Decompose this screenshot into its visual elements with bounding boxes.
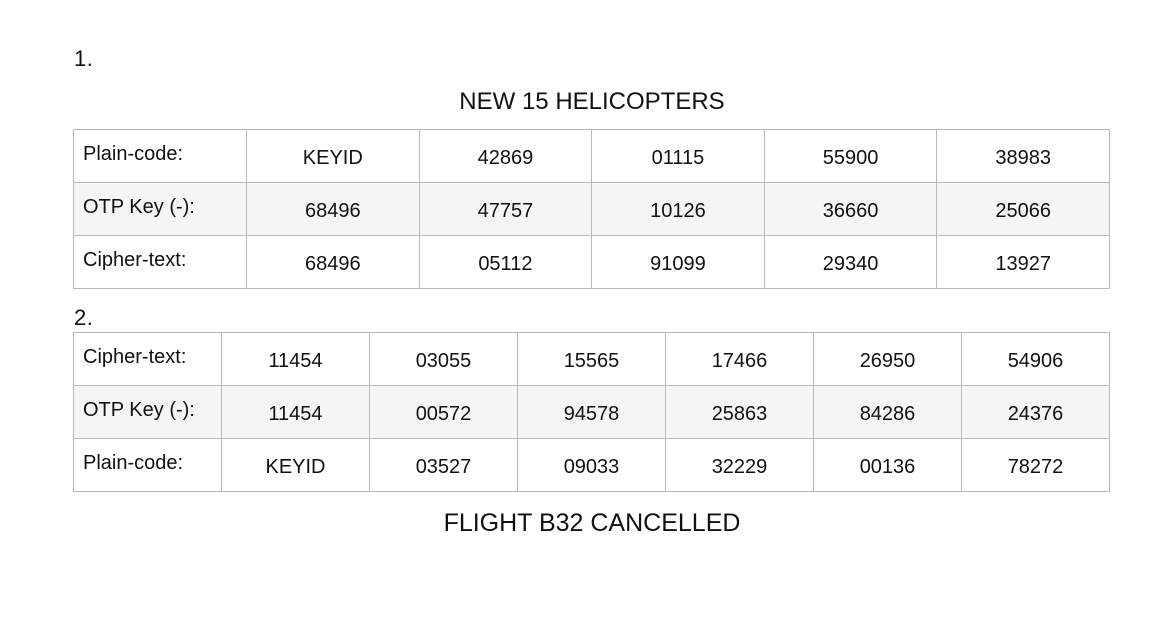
table-cell: 78272 (961, 438, 1110, 492)
table-cell: 10126 (591, 182, 765, 236)
table-cell: 94578 (517, 385, 666, 439)
table-cell: 17466 (665, 332, 814, 386)
table-cell: 32229 (665, 438, 814, 492)
table-row: Plain-code: KEYID 42869 01115 55900 3898… (73, 129, 1110, 183)
table-cell: 25066 (936, 182, 1110, 236)
table-row: Plain-code: KEYID 03527 09033 32229 0013… (73, 438, 1110, 492)
table-cell: 68496 (246, 182, 420, 236)
table-cell: 15565 (517, 332, 666, 386)
table-cell: 11454 (221, 332, 370, 386)
table-cell: 26950 (813, 332, 962, 386)
table-cell: 03527 (369, 438, 518, 492)
row-label: OTP Key (-): (73, 385, 222, 439)
row-label: OTP Key (-): (73, 182, 247, 236)
table-cell: 68496 (246, 235, 420, 289)
table-cell: 36660 (763, 182, 938, 236)
table-cell: 55900 (763, 129, 938, 183)
table-cell: 42869 (418, 129, 593, 183)
section-2-number: 2. (74, 305, 94, 330)
section-1-number: 1. (74, 46, 94, 71)
table-cell: 01115 (591, 129, 765, 183)
table-row: OTP Key (-): 68496 47757 10126 36660 250… (73, 182, 1110, 236)
row-label: Cipher-text: (73, 332, 222, 386)
table-row: Cipher-text: 11454 03055 15565 17466 269… (73, 332, 1110, 386)
table-cell: 00572 (369, 385, 518, 439)
section-2-table: Cipher-text: 11454 03055 15565 17466 269… (73, 332, 1110, 492)
section-2-caption: FLIGHT B32 CANCELLED (443, 509, 741, 537)
row-label: Cipher-text: (73, 235, 247, 289)
section-1-caption: NEW 15 HELICOPTERS (459, 88, 725, 115)
section-1-table: Plain-code: KEYID 42869 01115 55900 3898… (73, 129, 1110, 289)
table-cell: 05112 (418, 235, 593, 289)
table-cell: 00136 (813, 438, 962, 492)
table-cell: 03055 (369, 332, 518, 386)
table-cell: 24376 (961, 385, 1110, 439)
table-cell: 25863 (665, 385, 814, 439)
table-cell: KEYID (246, 129, 420, 183)
row-label: Plain-code: (73, 129, 247, 183)
table-cell: 54906 (961, 332, 1110, 386)
table-cell: 13927 (936, 235, 1110, 289)
table-cell: 91099 (591, 235, 765, 289)
table-row: Cipher-text: 68496 05112 91099 29340 139… (73, 235, 1110, 289)
table-cell: KEYID (221, 438, 370, 492)
table-cell: 09033 (517, 438, 666, 492)
table-cell: 47757 (418, 182, 593, 236)
table-cell: 11454 (221, 385, 370, 439)
table-cell: 38983 (936, 129, 1110, 183)
table-cell: 84286 (813, 385, 962, 439)
table-row: OTP Key (-): 11454 00572 94578 25863 842… (73, 385, 1110, 439)
table-cell: 29340 (763, 235, 938, 289)
row-label: Plain-code: (73, 438, 222, 492)
